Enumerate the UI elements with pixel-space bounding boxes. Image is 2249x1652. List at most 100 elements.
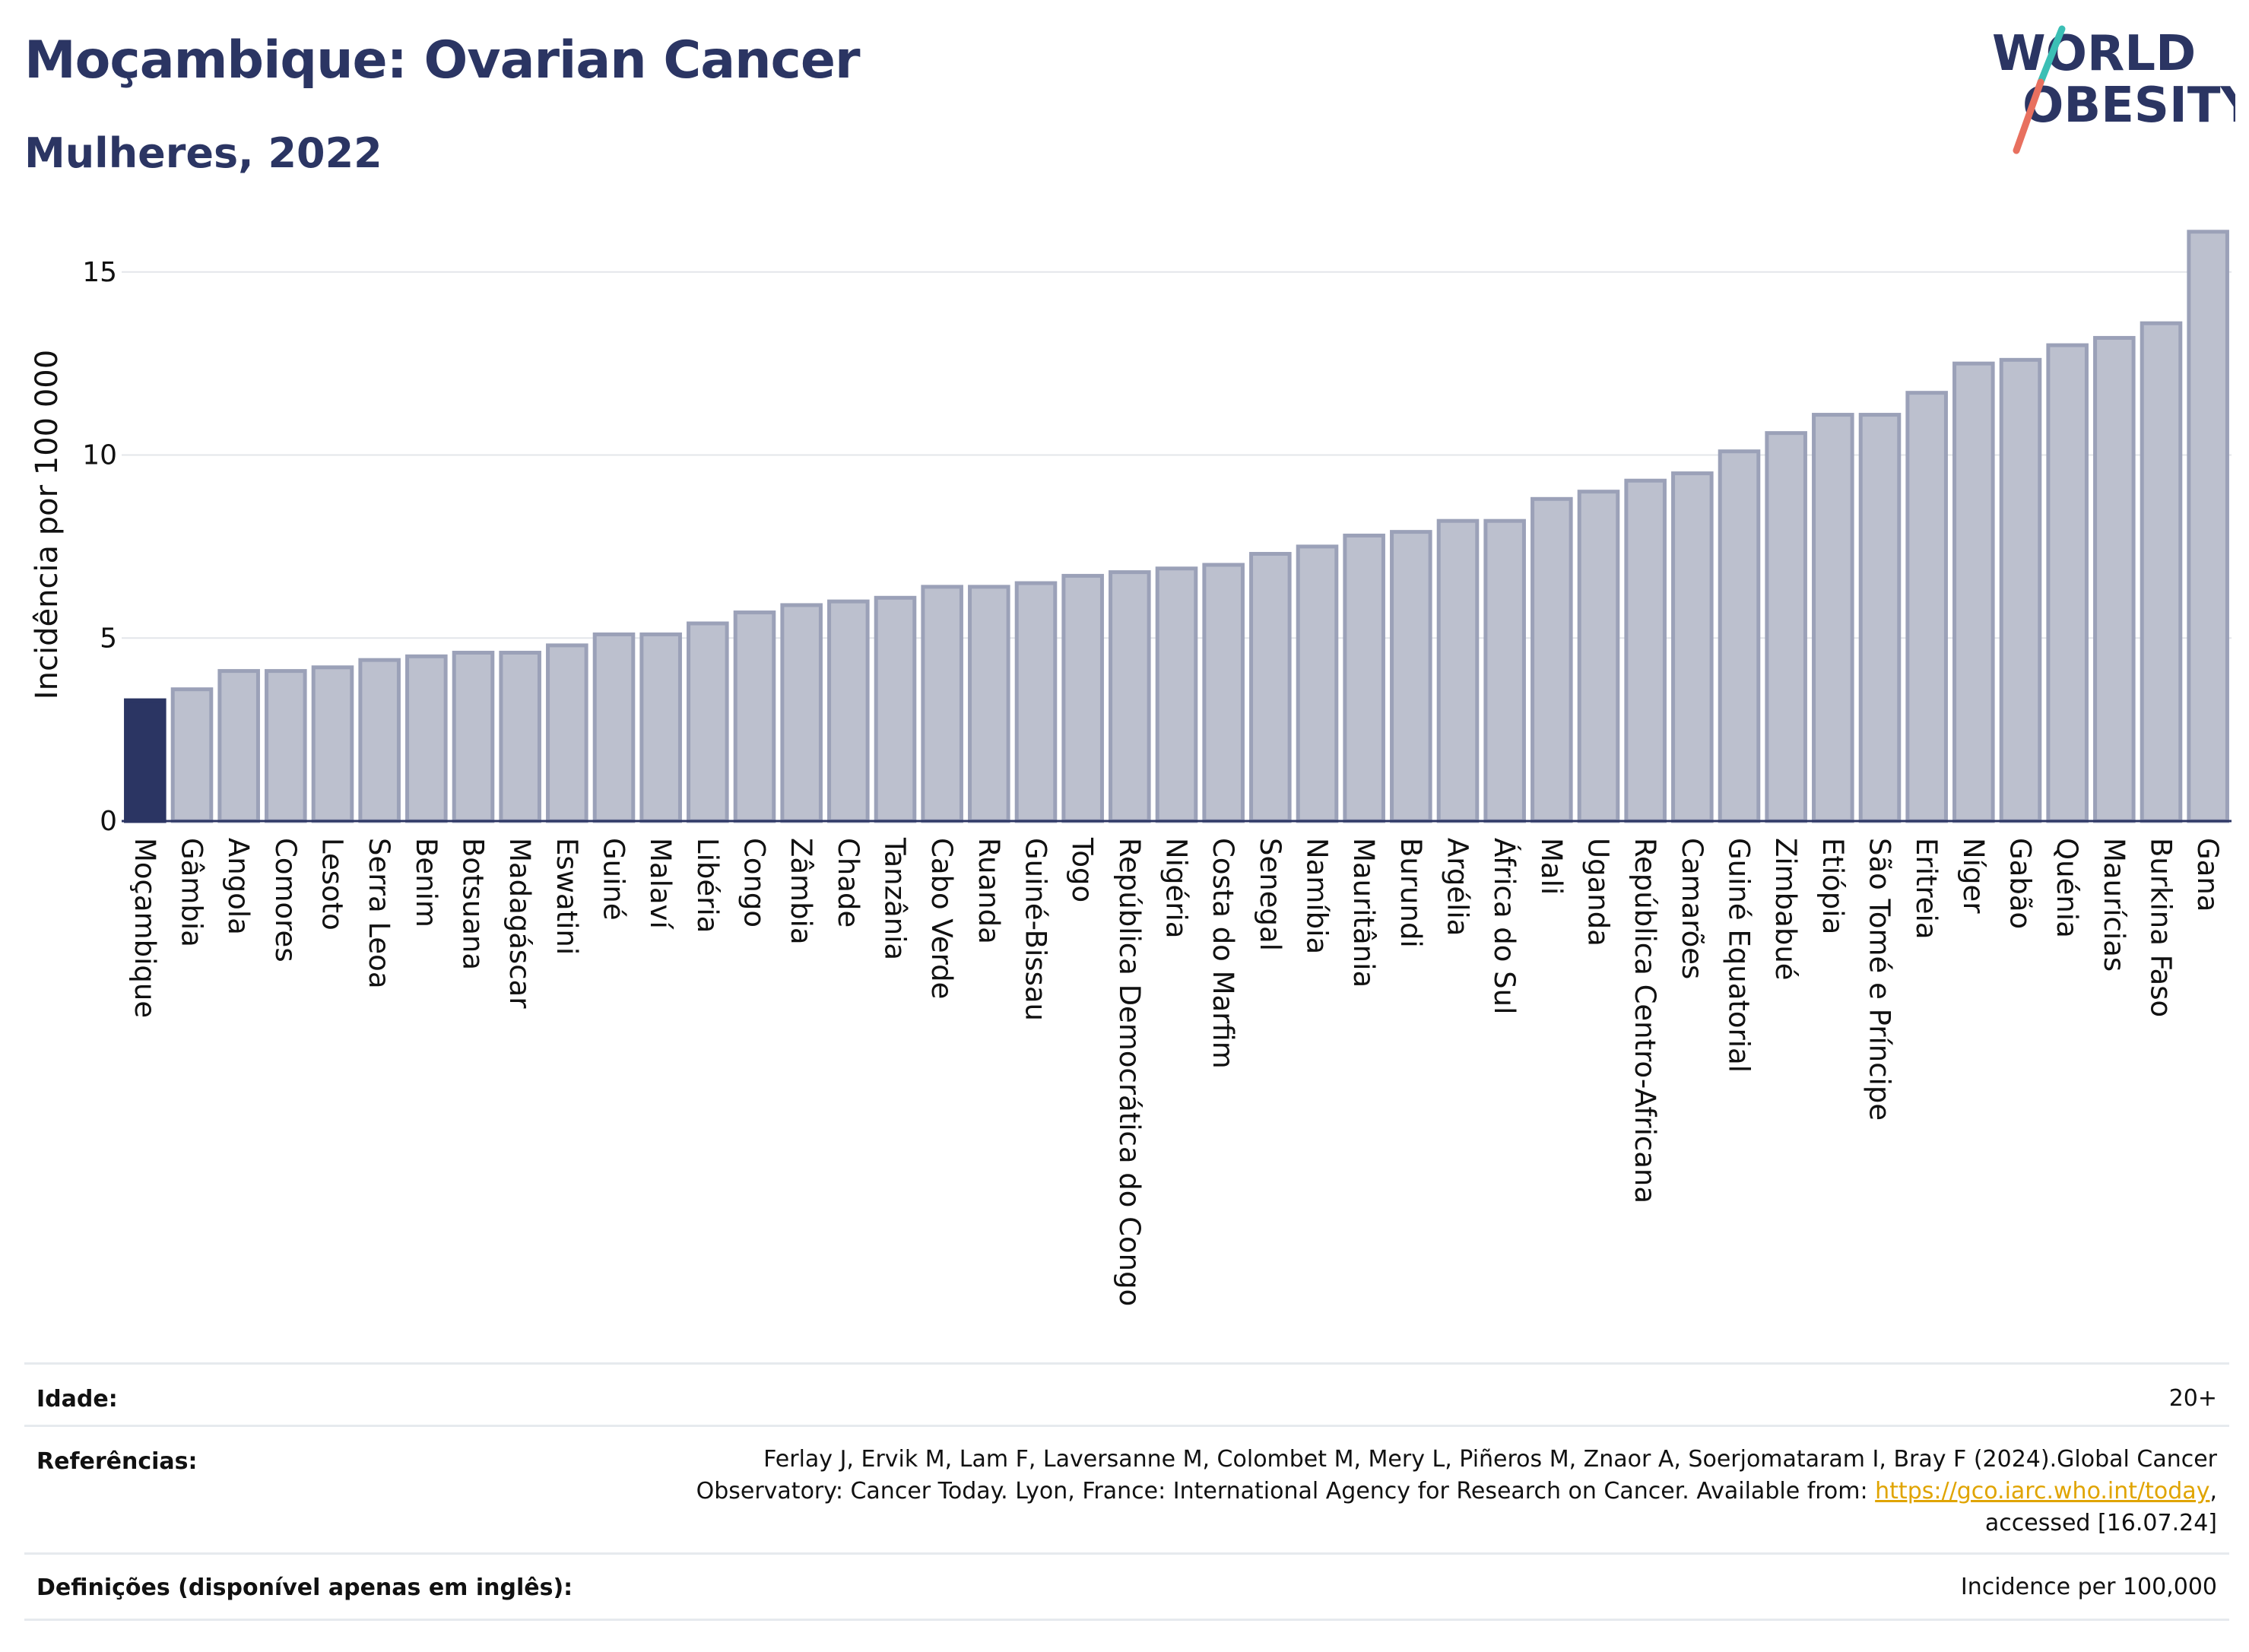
references-label: Referências: [36, 1448, 198, 1475]
bar-20 [1061, 573, 1104, 823]
x-tick-label: Quénia [2051, 838, 2083, 938]
bar-21 [1109, 570, 1151, 823]
bar-10 [592, 632, 636, 823]
x-tick-label: Botsuana [457, 838, 490, 970]
x-tick-label: Argélia [1442, 838, 1474, 936]
bar-41 [2046, 343, 2089, 823]
bar-39 [1952, 361, 1995, 823]
bar-12 [687, 621, 729, 823]
x-tick-label: Guiné-Bissau [1020, 838, 1052, 1021]
x-tick-label: Namíbia [1301, 838, 1334, 954]
bar-43 [2140, 321, 2183, 823]
bar-11 [639, 632, 682, 823]
references-line3: accessed [16.07.24] [1984, 1510, 2217, 1536]
x-tick-label: Burkina Faso [2145, 838, 2178, 1017]
bar-26 [1343, 533, 1385, 823]
age-value: 20+ [2168, 1385, 2217, 1412]
y-tick-label: 10 [82, 440, 117, 471]
references-link[interactable]: https://gco.iarc.who.int/today [1875, 1478, 2210, 1505]
x-tick-label: Libéria [691, 838, 724, 933]
x-tick-label: Ruanda [972, 838, 1005, 944]
footer-row-references: Referências: Ferlay J, Ervik M, Lam F, L… [24, 1425, 2229, 1555]
definitions-value: Incidence per 100,000 [1960, 1574, 2217, 1600]
x-tick-label: Zâmbia [785, 838, 817, 945]
references-line2: Observatory: Cancer Today. Lyon, France:… [696, 1476, 2217, 1508]
x-tick-label: Chade [832, 838, 864, 927]
x-tick-label: Lesoto [316, 838, 349, 931]
x-tick-label: África do Sul [1488, 838, 1521, 1014]
x-tick-label: Eswatini [550, 838, 583, 955]
x-tick-label: Togo [1066, 837, 1099, 902]
x-tick-label: Gabão [2004, 838, 2037, 929]
x-tick-label: Eritreia [1910, 838, 1943, 940]
x-tick-label: Tanzânia [879, 837, 912, 960]
x-tick-label: Madagáscar [503, 838, 536, 1009]
bar-24 [1249, 552, 1292, 823]
y-tick-label: 15 [82, 257, 117, 288]
bar-23 [1202, 563, 1245, 823]
bar-3 [265, 669, 307, 823]
x-tick-label: Uganda [1582, 838, 1615, 946]
x-tick-label: Guiné Equatorial [1723, 838, 1756, 1073]
y-axis-label: Incidência por 100 000 [30, 350, 65, 699]
bar-4 [311, 665, 354, 823]
bar-32 [1624, 478, 1667, 823]
bar-6 [405, 654, 448, 823]
x-tick-label: Gana [2191, 838, 2224, 912]
bar-30 [1531, 496, 1573, 823]
x-tick-label: Nigéria [1160, 838, 1193, 938]
x-tick-label: Guiné [598, 838, 630, 921]
x-tick-label: Moçambique [128, 838, 161, 1018]
x-tick-label: República Centro-Africana [1629, 838, 1661, 1203]
x-tick-label: Zimbabué [1769, 838, 1802, 981]
bar-38 [1905, 391, 1948, 823]
x-tick-label: Angola [222, 838, 255, 935]
x-tick-label: Etiópia [1816, 838, 1849, 934]
bar-18 [968, 585, 1010, 823]
y-tick-label: 5 [100, 623, 117, 654]
references-line1: Ferlay J, Ervik M, Lam F, Laversanne M, … [763, 1446, 2217, 1473]
bar-17 [921, 585, 963, 823]
x-tick-label: Camarões [1676, 838, 1708, 979]
x-tick-label: Senegal [1254, 838, 1286, 951]
x-tick-label: São Tomé e Príncipe [1864, 838, 1896, 1121]
y-tick-label: 0 [100, 806, 117, 837]
x-tick-label: Malaví [644, 838, 677, 930]
bar-14 [780, 603, 823, 823]
bar-31 [1577, 490, 1620, 823]
bar-1 [170, 687, 214, 823]
bar-22 [1155, 566, 1198, 823]
x-tick-label: Gâmbia [176, 838, 208, 947]
bar-37 [1858, 413, 1902, 823]
bar-35 [1765, 431, 1807, 823]
bar-chart: 0 5 10 15 Incidência por 100 000 Moçambique Gâ… [30, 230, 2232, 1306]
bar-0 [124, 698, 167, 823]
bar-34 [1718, 449, 1761, 823]
x-tick-label: Comores [269, 838, 302, 962]
bar-15 [827, 599, 870, 823]
bar-27 [1390, 530, 1432, 823]
x-tick-label: Maurícias [2098, 838, 2130, 972]
x-tick-label: República Democrática do Congo [1113, 838, 1146, 1306]
references-line2-text: Observatory: Cancer Today. Lyon, France:… [696, 1478, 1876, 1505]
logo-line2: OBESITY [2022, 78, 2235, 134]
bar-36 [1812, 413, 1854, 823]
bar-42 [2093, 335, 2136, 823]
x-tick-label: Mauritânia [1347, 838, 1380, 988]
footer-row-age: Idade: 20+ [24, 1362, 2229, 1427]
definitions-label: Definições (disponível apenas em inglês)… [36, 1574, 573, 1601]
age-label: Idade: [36, 1386, 118, 1413]
x-tick-label: Congo [738, 838, 771, 927]
x-tick-label: Mali [1535, 838, 1568, 895]
bar-7 [452, 651, 495, 823]
references-text: Ferlay J, Ervik M, Lam F, Laversanne M, … [696, 1444, 2217, 1539]
bar-5 [358, 658, 401, 823]
bar-9 [546, 643, 588, 823]
bar-13 [733, 610, 776, 823]
world-obesity-logo: WORLD OBESITY [1992, 25, 2235, 154]
x-tick-label: Serra Leoa [363, 838, 395, 989]
bar-8 [499, 651, 541, 823]
page-title: Moçambique: Ovarian Cancer [24, 30, 860, 90]
footer-row-definitions: Definições (disponível apenas em inglês)… [24, 1552, 2229, 1621]
bar-19 [1014, 581, 1058, 823]
